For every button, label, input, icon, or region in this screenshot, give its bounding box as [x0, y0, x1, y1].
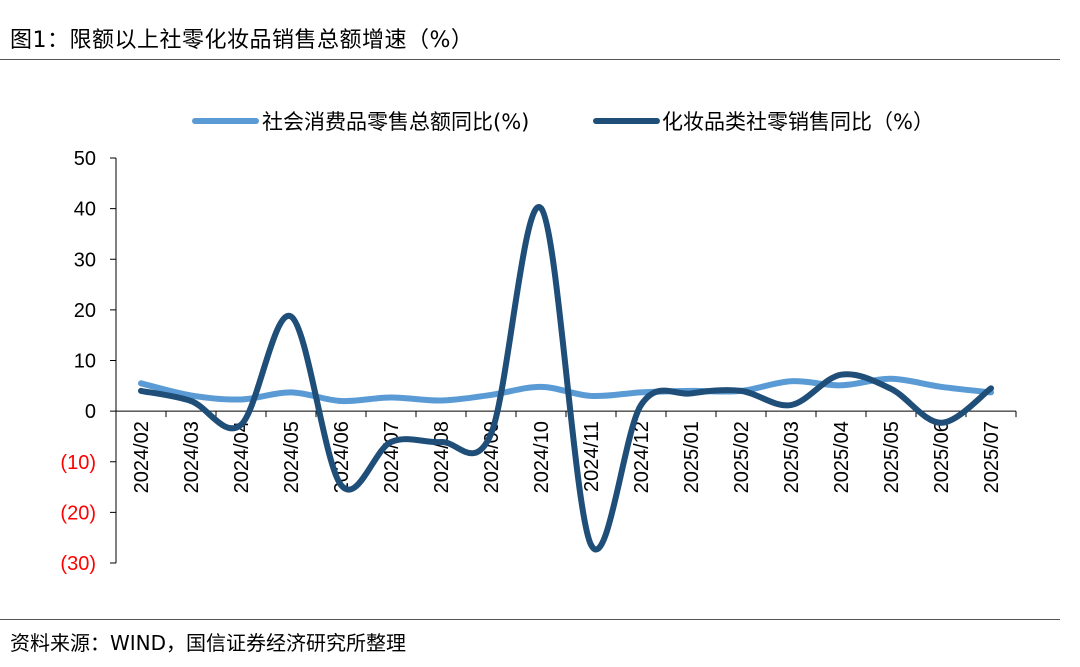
x-tick-label: 2024/11	[581, 421, 603, 492]
x-tick-label: 2025/06	[931, 421, 953, 493]
bottom-divider	[0, 619, 1060, 620]
x-tick-label: 2024/04	[231, 421, 253, 493]
x-tick-label: 2025/05	[881, 421, 903, 493]
y-tick-label: 50	[74, 148, 96, 170]
legend-label-retail-sales: 社会消费品零售总额同比(%)	[262, 110, 529, 134]
x-tick-label: 2024/08	[431, 421, 453, 493]
x-tick-label: 2024/07	[381, 421, 403, 493]
legend-item-cosmetics: 化妆品类社零销售同比（%）	[593, 110, 934, 134]
y-tick-label: 0	[85, 401, 96, 423]
y-tick-label: (10)	[60, 452, 96, 474]
source-note: 资料来源：WIND，国信证券经济研究所整理	[10, 631, 407, 655]
x-tick-label: 2025/01	[681, 421, 703, 493]
y-tick-label: (30)	[60, 553, 96, 575]
x-tick-label: 2025/02	[731, 421, 753, 493]
series-line-cosmetics	[138, 204, 994, 553]
x-tick-label: 2025/04	[831, 421, 853, 493]
axes: 50 40 30 20 10 0 (10) (20) (30) 2024/02 2024/03 202…	[60, 148, 1017, 575]
y-tick-label: 20	[74, 300, 96, 322]
x-tick-label: 2024/03	[181, 421, 203, 493]
x-tick-label: 2024/05	[281, 421, 303, 493]
legend: 社会消费品零售总额同比(%) 化妆品类社零销售同比（%）	[192, 110, 934, 134]
chart-title: 图1：限额以上社零化妆品销售总额增速（%）	[10, 28, 474, 53]
x-tick-label: 2024/10	[531, 421, 553, 493]
top-divider	[0, 59, 1060, 60]
x-tick-label: 2024/12	[631, 421, 653, 493]
legend-label-cosmetics: 化妆品类社零销售同比（%）	[662, 110, 934, 134]
x-tick-label: 2025/03	[781, 421, 803, 493]
legend-item-retail-sales: 社会消费品零售总额同比(%)	[192, 110, 529, 134]
y-tick-label: (20)	[60, 502, 96, 524]
y-tick-label: 40	[74, 199, 96, 221]
x-tick-label: 2025/07	[981, 421, 1003, 493]
x-tick-label: 2024/02	[131, 421, 153, 493]
y-tick-label: 30	[74, 249, 96, 271]
y-tick-label: 10	[74, 351, 96, 373]
series-layer	[138, 204, 994, 553]
